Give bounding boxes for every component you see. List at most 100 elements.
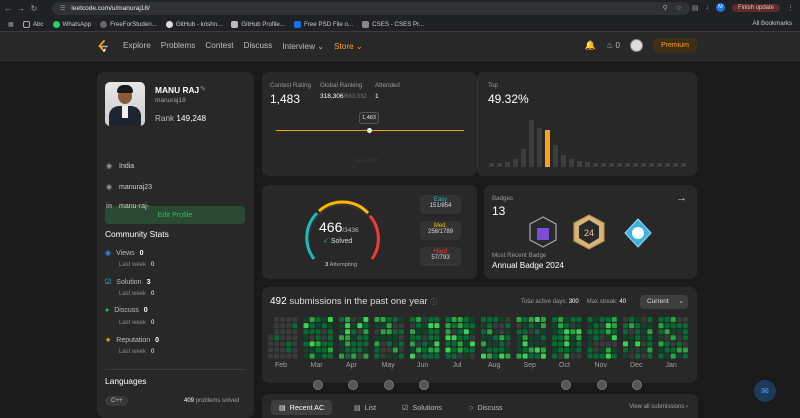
heatmap-cell[interactable] [528,347,534,353]
heatmap-cell[interactable] [416,353,422,359]
heatmap-cell[interactable] [516,329,522,335]
heatmap-cell[interactable] [386,323,392,329]
heatmap-cell[interactable] [274,317,280,322]
heatmap-cell[interactable] [386,347,392,353]
heatmap-cell[interactable] [564,317,570,322]
heatmap-cell[interactable] [558,317,564,322]
heatmap-cell[interactable] [587,317,593,322]
daily-badge-icon[interactable] [348,380,358,390]
heatmap-cell[interactable] [363,317,369,322]
heatmap-cell[interactable] [493,347,499,353]
heatmap-cell[interactable] [398,335,404,341]
heatmap-cell[interactable] [664,347,670,353]
heatmap-cell[interactable] [363,347,369,353]
heatmap-cell[interactable] [516,317,522,322]
heatmap-cell[interactable] [593,335,599,341]
heatmap-cell[interactable] [505,317,511,322]
heatmap-cell[interactable] [487,317,493,322]
heatmap-cell[interactable] [416,341,422,347]
heatmap-cell[interactable] [392,335,398,341]
heatmap-cell[interactable] [422,347,428,353]
heatmap-cell[interactable] [428,335,434,341]
heatmap-cell[interactable] [635,329,641,335]
heatmap-cell[interactable] [303,323,309,329]
heatmap-cell[interactable] [552,317,557,322]
browser-menu-icon[interactable]: ⋮ [787,4,794,12]
heatmap-cell[interactable] [534,323,540,329]
heatmap-cell[interactable] [647,347,653,353]
heatmap-cell[interactable] [321,317,327,322]
heatmap-cell[interactable] [451,335,457,341]
heatmap-cell[interactable] [445,329,451,335]
heatmap-cell[interactable] [558,341,564,347]
tab-recent-ac[interactable]: ▤ Recent AC [271,400,333,415]
heatmap-cell[interactable] [611,353,617,359]
heatmap-cell[interactable] [564,353,570,359]
heatmap-cell[interactable] [570,317,576,322]
heatmap-cell[interactable] [522,335,528,341]
heatmap-cell[interactable] [647,335,653,341]
heatmap-cell[interactable] [499,347,505,353]
heatmap-cell[interactable] [445,323,451,329]
heatmap-cell[interactable] [641,347,647,353]
all-bookmarks-link[interactable]: All Bookmarks [752,20,792,27]
heatmap-cell[interactable] [558,323,564,329]
heatmap-cell[interactable] [558,335,564,341]
heatmap-cell[interactable] [422,329,428,335]
heatmap-cell[interactable] [422,335,428,341]
heatmap-cell[interactable] [682,317,688,322]
zoom-icon[interactable]: ⚲ [662,5,668,12]
heatmap-cell[interactable] [505,347,511,353]
notification-bell-icon[interactable]: 🔔 [584,40,597,50]
heatmap-cell[interactable] [647,317,653,322]
heatmap-cell[interactable] [647,323,653,329]
bookmark-cses[interactable]: CSES - CSES Pr... [362,20,424,28]
heatmap-cell[interactable] [534,353,540,359]
heatmap-cell[interactable] [629,347,635,353]
heatmap-cell[interactable] [339,317,344,322]
heatmap-cell[interactable] [315,353,321,359]
heatmap-cell[interactable] [339,329,344,335]
heatmap-cell[interactable] [682,353,688,359]
heatmap-cell[interactable] [303,317,309,322]
nav-store[interactable]: Store ⌄ [334,42,363,51]
heatmap-cell[interactable] [658,347,664,353]
heatmap-cell[interactable] [599,353,605,359]
heatmap-cell[interactable] [528,317,534,322]
heatmap-cell[interactable] [321,335,327,341]
heatmap-cell[interactable] [416,329,422,335]
heatmap-cell[interactable] [286,317,292,322]
heatmap-cell[interactable] [380,347,386,353]
heatmap-cell[interactable] [658,323,664,329]
heatmap-cell[interactable] [386,329,392,335]
heatmap-cell[interactable] [457,335,463,341]
heatmap-cell[interactable] [658,329,664,335]
heatmap-cell[interactable] [339,353,344,359]
heatmap-cell[interactable] [428,347,434,353]
heatmap-cell[interactable] [505,353,511,359]
heatmap-cell[interactable] [392,341,398,347]
heatmap-cell[interactable] [493,335,499,341]
heatmap-cell[interactable] [599,335,605,341]
heatmap-cell[interactable] [552,341,557,347]
browser-profile-avatar[interactable]: M [715,3,725,12]
heatmap-cell[interactable] [587,347,593,353]
heatmap-cell[interactable] [611,347,617,353]
heatmap-cell[interactable] [274,353,280,359]
heatmap-cell[interactable] [463,353,469,359]
heatmap-cell[interactable] [463,317,469,322]
heatmap-cell[interactable] [292,341,298,347]
heatmap-cell[interactable] [670,329,676,335]
heatmap-cell[interactable] [451,353,457,359]
heatmap-cell[interactable] [280,329,286,335]
heatmap-cell[interactable] [570,335,576,341]
heatmap-cell[interactable] [499,317,505,322]
heatmap-cell[interactable] [392,347,398,353]
heatmap-cell[interactable] [664,323,670,329]
site-info-icon[interactable]: ☰ [60,6,66,12]
heatmap-cell[interactable] [576,353,582,359]
heatmap-cell[interactable] [315,341,321,347]
nav-interview[interactable]: Interview ⌄ [282,42,325,51]
heatmap-cell[interactable] [522,323,528,329]
heatmap-cell[interactable] [540,341,546,347]
